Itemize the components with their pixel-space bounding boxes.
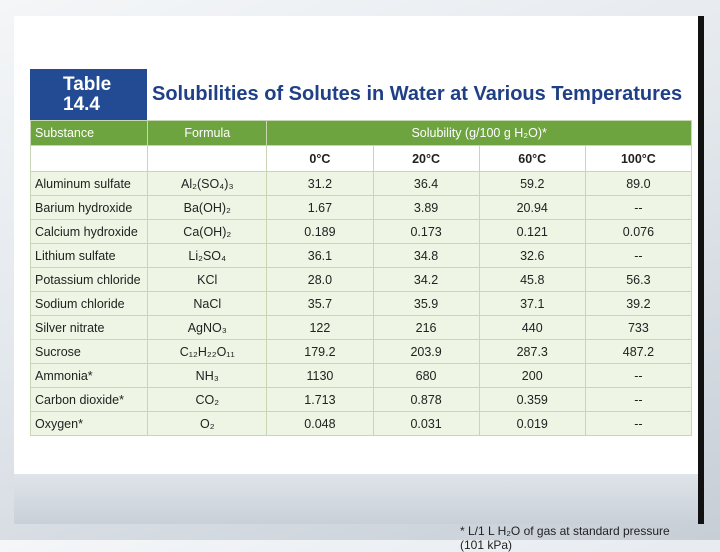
- solubility-table-figure: Table 14.4 Solubilities of Solutes in Wa…: [29, 69, 693, 552]
- table-row: Ammonia* NH₃ 1130 680 200 --: [29, 363, 693, 388]
- cell-20c: 0.173: [372, 219, 480, 244]
- cell-formula: AgNO₃: [147, 315, 268, 340]
- cell-60c: 0.121: [478, 219, 586, 244]
- table-row: Potassium chloride KCl 28.0 34.2 45.8 56.3: [29, 267, 693, 292]
- temp-60: 60°C: [478, 145, 586, 172]
- cell-20c: 203.9: [372, 339, 480, 364]
- cell-formula: C₁₂H₂₂O₁₁: [147, 339, 268, 364]
- column-header-row: Substance Formula Solubility (g/100 g H₂…: [29, 120, 692, 146]
- table-row: Sucrose C₁₂H₂₂O₁₁ 179.2 203.9 287.3 487.2: [29, 339, 693, 364]
- cell-100c: --: [584, 195, 693, 220]
- cell-0c: 35.7: [266, 291, 374, 316]
- cell-0c: 36.1: [266, 243, 374, 268]
- cell-substance: Ammonia*: [29, 363, 149, 388]
- cell-0c: 1.67: [266, 195, 374, 220]
- cell-formula: Ca(OH)₂: [147, 219, 268, 244]
- cell-formula: CO₂: [147, 387, 268, 412]
- temperature-header-row: 0°C 20°C 60°C 100°C: [29, 145, 693, 172]
- slide-edge-bar: [698, 16, 704, 524]
- temp-0: 0°C: [266, 145, 374, 172]
- table-row: Aluminum sulfate Al₂(SO₄)₃ 31.2 36.4 59.2 89.…: [29, 171, 693, 196]
- cell-substance: Carbon dioxide*: [29, 387, 149, 412]
- temp-100: 100°C: [584, 145, 693, 172]
- cell-20c: 3.89: [372, 195, 480, 220]
- table-number: 14.4: [63, 94, 100, 115]
- cell-100c: 733: [584, 315, 693, 340]
- cell-substance: Barium hydroxide: [29, 195, 149, 220]
- cell-substance: Calcium hydroxide: [29, 219, 149, 244]
- table-row: Carbon dioxide* CO₂ 1.713 0.878 0.359 --: [29, 387, 693, 412]
- cell-60c: 20.94: [478, 195, 586, 220]
- cell-100c: --: [584, 387, 693, 412]
- cell-0c: 1130: [266, 363, 374, 388]
- solubility-table: Substance Formula Solubility (g/100 g H₂…: [29, 120, 693, 436]
- cell-formula: KCl: [147, 267, 268, 292]
- cell-60c: 32.6: [478, 243, 586, 268]
- cell-100c: 39.2: [584, 291, 693, 316]
- cell-substance: Sucrose: [29, 339, 149, 364]
- cell-formula: Li₂SO₄: [147, 243, 268, 268]
- cell-0c: 31.2: [266, 171, 374, 196]
- cell-60c: 59.2: [478, 171, 586, 196]
- cell-60c: 287.3: [478, 339, 586, 364]
- cell-100c: 0.076: [584, 219, 693, 244]
- table-row: Barium hydroxide Ba(OH)₂ 1.67 3.89 20.94 --: [29, 195, 693, 220]
- cell-60c: 45.8: [478, 267, 586, 292]
- cell-100c: --: [584, 411, 693, 436]
- cell-0c: 1.713: [266, 387, 374, 412]
- subhead-blank: [29, 145, 149, 172]
- cell-substance: Lithium sulfate: [29, 243, 149, 268]
- cell-formula: Ba(OH)₂: [147, 195, 268, 220]
- table-title: Solubilities of Solutes in Water at Vari…: [152, 83, 683, 105]
- cell-100c: --: [584, 243, 693, 268]
- cell-0c: 179.2: [266, 339, 374, 364]
- cell-100c: --: [584, 363, 693, 388]
- cell-20c: 36.4: [372, 171, 480, 196]
- cell-20c: 34.2: [372, 267, 480, 292]
- cell-substance: Sodium chloride: [29, 291, 149, 316]
- cell-20c: 34.8: [372, 243, 480, 268]
- table-row: Silver nitrate AgNO₃ 122 216 440 733: [29, 315, 693, 340]
- slide-bottom-background: [14, 474, 698, 524]
- cell-substance: Aluminum sulfate: [29, 171, 149, 196]
- cell-formula: NH₃: [147, 363, 268, 388]
- cell-formula: NaCl: [147, 291, 268, 316]
- cell-formula: O₂: [147, 411, 268, 436]
- cell-60c: 440: [478, 315, 586, 340]
- table-row: Calcium hydroxide Ca(OH)₂ 0.189 0.173 0.121 0…: [29, 219, 693, 244]
- table-header-banner: Table 14.4 Solubilities of Solutes in Wa…: [30, 69, 692, 120]
- subhead-blank: [147, 145, 268, 172]
- cell-0c: 28.0: [266, 267, 374, 292]
- cell-substance: Potassium chloride: [29, 267, 149, 292]
- table-row: Sodium chloride NaCl 35.7 35.9 37.1 39.2: [29, 291, 693, 316]
- header-formula: Formula: [147, 120, 268, 146]
- cell-formula: Al₂(SO₄)₃: [147, 171, 268, 196]
- table-footnote: * L/1 L H₂O of gas at standard pressure …: [460, 524, 670, 552]
- cell-60c: 37.1: [478, 291, 586, 316]
- slide-top-band: [14, 16, 698, 52]
- table-number-badge: Table 14.4: [30, 69, 147, 120]
- table-row: Lithium sulfate Li₂SO₄ 36.1 34.8 32.6 --: [29, 243, 693, 268]
- cell-20c: 35.9: [372, 291, 480, 316]
- header-substance: Substance: [29, 120, 149, 146]
- temp-20: 20°C: [372, 145, 480, 172]
- cell-60c: 0.359: [478, 387, 586, 412]
- cell-20c: 0.031: [372, 411, 480, 436]
- cell-substance: Oxygen*: [29, 411, 149, 436]
- cell-20c: 680: [372, 363, 480, 388]
- cell-100c: 89.0: [584, 171, 693, 196]
- cell-0c: 0.189: [266, 219, 374, 244]
- cell-20c: 216: [372, 315, 480, 340]
- cell-0c: 0.048: [266, 411, 374, 436]
- cell-20c: 0.878: [372, 387, 480, 412]
- header-solubility: Solubility (g/100 g H₂O)*: [266, 120, 692, 146]
- cell-substance: Silver nitrate: [29, 315, 149, 340]
- cell-60c: 200: [478, 363, 586, 388]
- cell-100c: 56.3: [584, 267, 693, 292]
- cell-0c: 122: [266, 315, 374, 340]
- table-row: Oxygen* O₂ 0.048 0.031 0.019 --: [29, 411, 693, 436]
- table-label: Table: [63, 74, 112, 95]
- cell-60c: 0.019: [478, 411, 586, 436]
- cell-100c: 487.2: [584, 339, 693, 364]
